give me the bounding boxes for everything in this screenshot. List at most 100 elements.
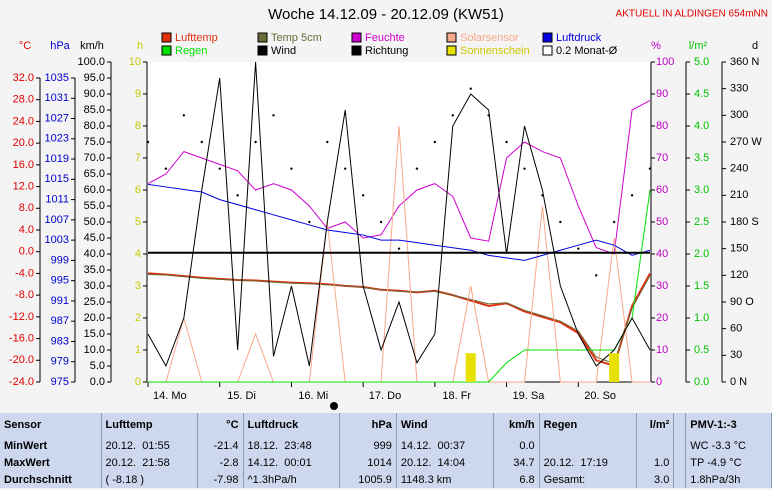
y-tick-label: -8.0 <box>15 289 34 301</box>
cell: 20.12. 17:19 <box>539 454 637 471</box>
y-tick-label: 90 <box>656 88 668 100</box>
y-tick-label: 70.0 <box>84 152 105 164</box>
cell: -2.8 <box>197 454 244 471</box>
legend-label: Wind <box>271 45 296 57</box>
cell: Gesamt: <box>539 471 637 488</box>
y-tick-label: 8.0 <box>19 202 34 214</box>
direction-dot <box>451 114 454 117</box>
table-row: Sensor Lufttemp °C Luftdruck hPa Wind km/h Rege… <box>0 413 772 437</box>
direction-dot <box>326 140 329 144</box>
direction-dot <box>308 220 311 224</box>
sunshine-bar <box>609 353 620 382</box>
y-tick-label: 60 <box>730 323 742 335</box>
cell: 999 <box>339 437 397 454</box>
direction-dot <box>290 167 293 170</box>
legend-swatch <box>351 32 362 43</box>
y-tick-label: 25.0 <box>84 296 105 308</box>
cell: 34.7 <box>493 454 540 471</box>
series-line <box>147 274 651 365</box>
y-tick-label: 20.0 <box>84 312 105 324</box>
x-tick-label: 19. Sa <box>513 390 546 402</box>
x-tick-label: 20. So <box>584 390 616 402</box>
series-line <box>147 61 651 368</box>
y-tick-label: 10 <box>129 56 141 68</box>
series-line <box>147 99 651 255</box>
direction-dot <box>397 247 401 250</box>
y-tick-label: -12.0 <box>9 311 34 323</box>
y-tick-label: 4 <box>135 248 141 260</box>
legend-swatch <box>161 45 172 56</box>
y-tick-label: 40.0 <box>84 248 105 260</box>
axis-title: d <box>752 40 758 52</box>
y-tick-label: 1.5 <box>694 280 709 292</box>
cell: MaxWert <box>0 454 102 471</box>
y-tick-label: 4.0 <box>19 224 34 236</box>
cell: 20.12. 01:55 <box>101 437 199 454</box>
series-line <box>148 189 651 383</box>
direction-dot <box>577 247 580 250</box>
cell: MinWert <box>0 437 102 454</box>
legend-swatch <box>257 32 268 43</box>
y-tick-label: 80.0 <box>84 120 105 132</box>
direction-dot <box>630 194 634 197</box>
y-tick-label: 30 <box>656 280 668 292</box>
y-tick-label: -24.0 <box>9 376 34 388</box>
cell: 14.12. 00:37 <box>396 437 494 454</box>
y-tick-label: 20.0 <box>13 137 34 149</box>
direction-dot <box>236 194 239 197</box>
y-tick-label: -20.0 <box>9 354 34 366</box>
y-tick-label: 180 S <box>730 216 759 228</box>
y-tick-label: 330 <box>730 83 748 95</box>
y-tick-label: 360 N <box>730 56 759 68</box>
direction-dot <box>200 140 203 144</box>
x-tick-label: 18. Fr <box>442 390 471 402</box>
cell <box>673 437 687 454</box>
y-tick-label: 150 <box>730 243 748 255</box>
direction-dot <box>559 220 562 224</box>
y-tick-label: 3.0 <box>694 184 709 196</box>
cell: 20.12. 21:58 <box>101 454 199 471</box>
axis-title: l/m² <box>689 40 708 52</box>
y-tick-label: 75.0 <box>84 136 105 148</box>
cell <box>539 437 637 454</box>
direction-dot <box>361 194 365 197</box>
y-tick-label: 5 <box>135 216 141 228</box>
y-tick-label: 120 <box>730 269 748 281</box>
y-tick-label: 0.0 <box>19 246 34 258</box>
y-tick-label: 0 N <box>730 376 747 388</box>
legend-swatch <box>446 45 457 56</box>
y-tick-label: 5.0 <box>90 360 105 372</box>
cell: 1014 <box>339 454 397 471</box>
y-tick-label: 1007 <box>45 214 69 226</box>
header-cell: hPa <box>339 413 397 437</box>
legend-swatch <box>446 32 457 43</box>
legend-label: Feuchte <box>365 32 405 44</box>
direction-dot <box>487 114 490 117</box>
direction-dot <box>254 140 257 144</box>
cell: 6.8 <box>493 471 540 488</box>
y-tick-label: 0.5 <box>694 344 709 356</box>
header-cell: l/m² <box>636 413 675 437</box>
y-tick-label: 12.0 <box>13 180 34 192</box>
y-tick-label: 1023 <box>45 133 69 145</box>
y-tick-label: 1.0 <box>694 312 709 324</box>
legend-swatch <box>257 45 268 56</box>
header-cell: PMV-1:-3 <box>685 413 772 437</box>
y-tick-label: 20 <box>656 312 668 324</box>
direction-dot <box>272 114 275 117</box>
legend-label: Solarsensor <box>460 32 519 44</box>
y-tick-label: 90.0 <box>84 88 105 100</box>
y-tick-label: 50 <box>656 216 668 228</box>
legend-swatch <box>542 45 553 56</box>
y-tick-label: 2 <box>135 312 141 324</box>
legend-label: Luftdruck <box>556 32 602 44</box>
cell: 1005.9 <box>339 471 397 488</box>
y-tick-label: 10 <box>656 344 668 356</box>
legend-label: Richtung <box>365 45 408 57</box>
header-cell: Lufttemp <box>101 413 199 437</box>
y-tick-label: 987 <box>51 315 69 327</box>
axis-title: h <box>137 40 143 52</box>
y-tick-label: -4.0 <box>15 267 34 279</box>
direction-dot <box>541 194 544 197</box>
legend-swatch <box>351 45 362 56</box>
